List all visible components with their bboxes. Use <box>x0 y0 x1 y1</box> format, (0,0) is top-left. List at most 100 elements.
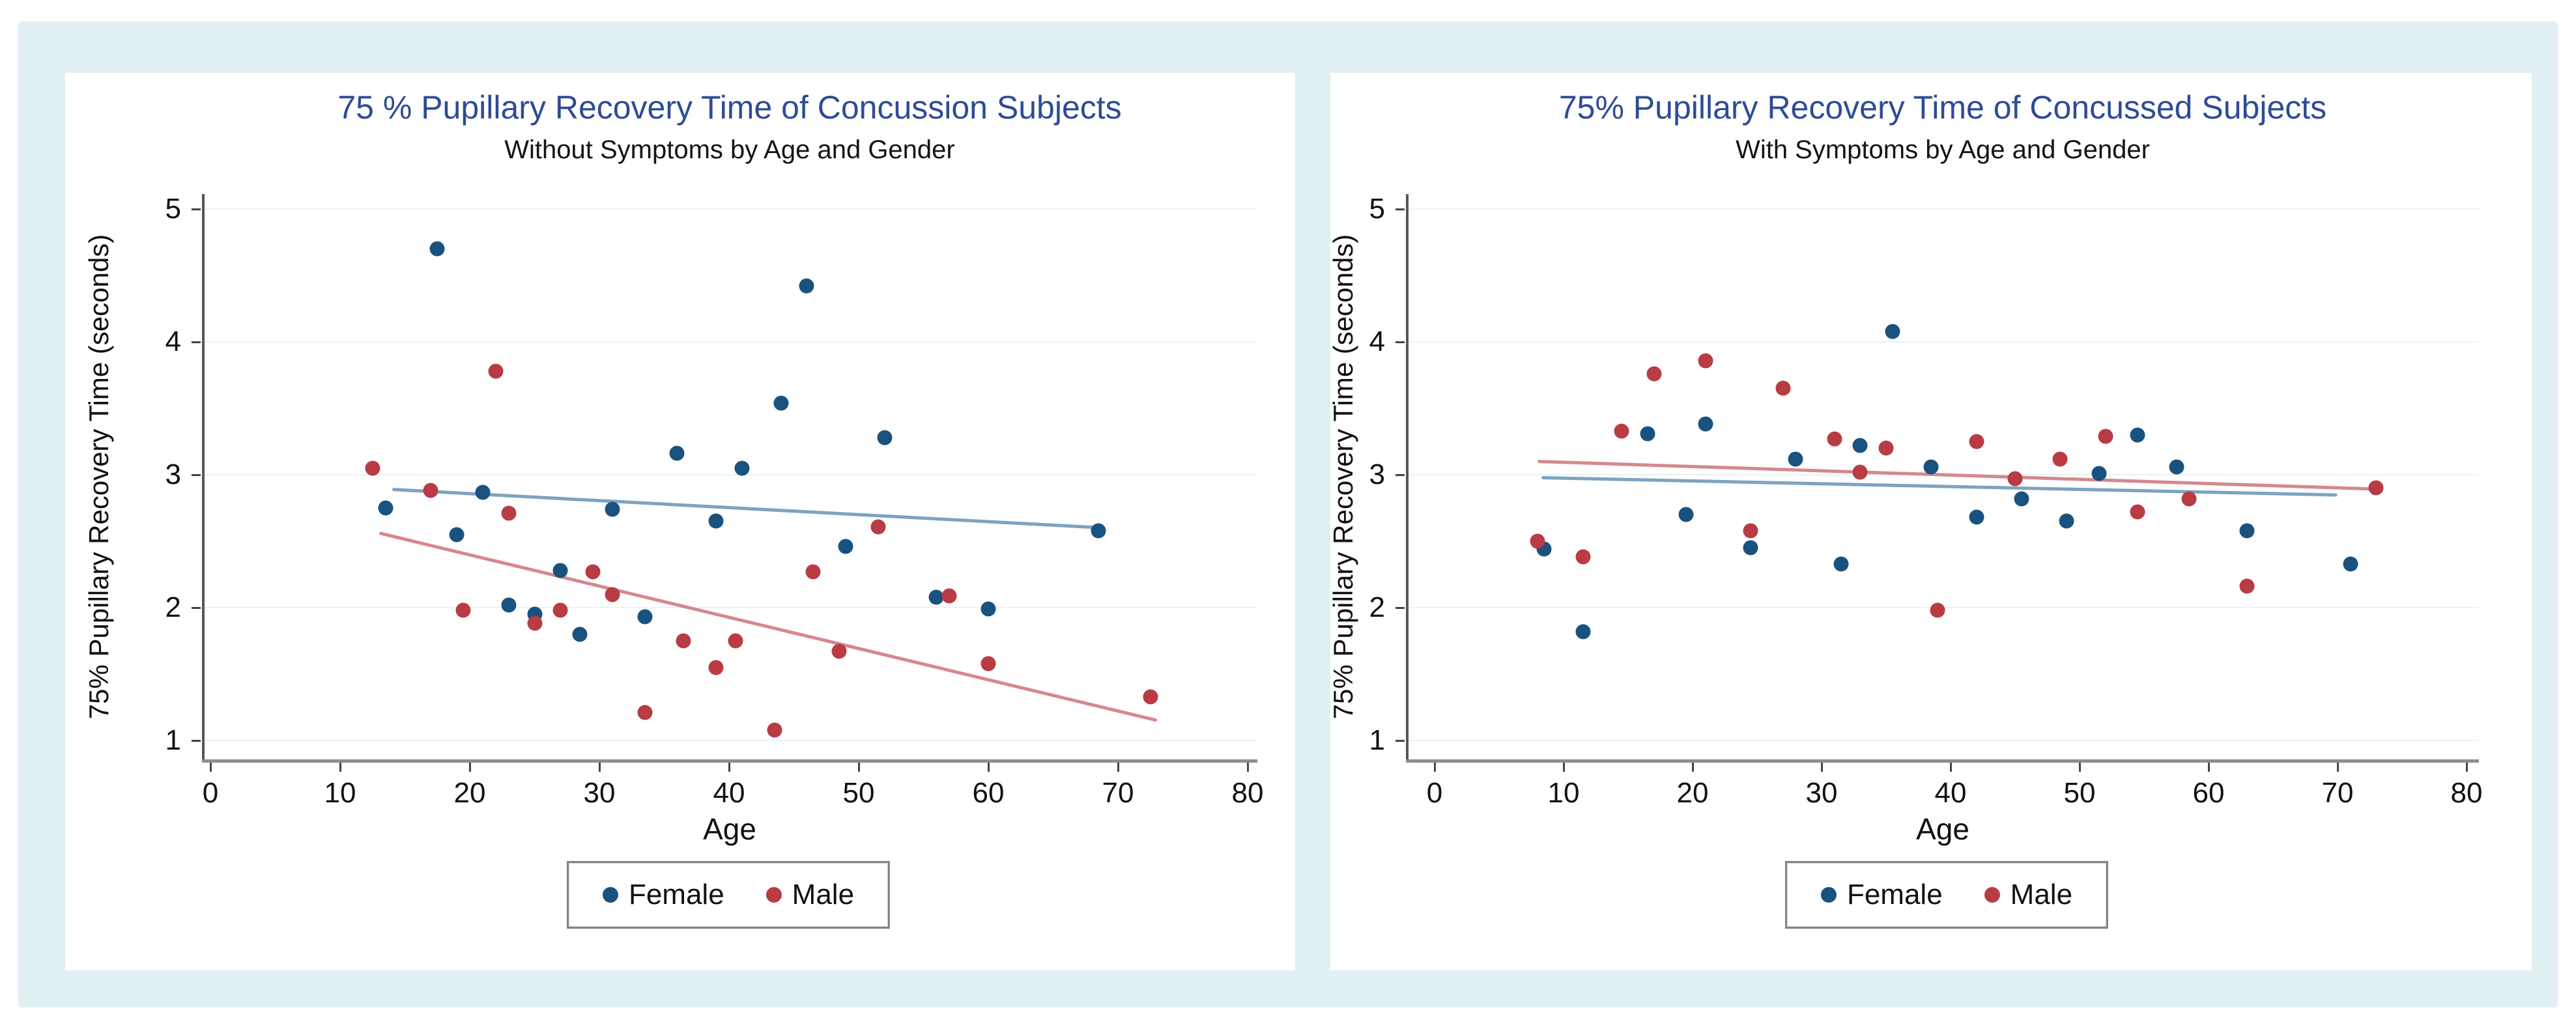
scatter-point-female <box>429 241 445 257</box>
x-tick-label: 40 <box>1934 777 1967 809</box>
y-tick-2 <box>192 606 201 609</box>
chart-subtitle-left: Without Symptoms by Age and Gender <box>504 135 955 164</box>
y-tick-label: 1 <box>1369 724 1385 756</box>
legend-item-female: Female <box>602 879 724 911</box>
y-axis-label-left: 75% Pupillary Recovery Time (seconds) <box>83 234 114 720</box>
x-tick-label: 70 <box>1102 777 1134 809</box>
y-tick-label: 3 <box>1369 458 1385 490</box>
scatter-point-female <box>2239 523 2255 539</box>
scatter-point-female <box>1091 523 1106 539</box>
x-tick-label: 0 <box>202 777 219 809</box>
scatter-point-female <box>1698 416 1713 432</box>
scatter-point-female <box>572 627 588 642</box>
scatter-point-female <box>637 609 653 625</box>
scatter-point-male <box>2007 471 2023 486</box>
legend-label-female: Female <box>1846 879 1943 910</box>
scatter-point-female <box>838 539 853 554</box>
scatter-point-female <box>2014 491 2029 507</box>
x-tick-label: 10 <box>1547 777 1580 809</box>
x-tick-label: 60 <box>2192 777 2225 809</box>
scatter-point-female <box>1852 438 1868 453</box>
legend-item-male: Male <box>766 879 854 911</box>
x-tick-0 <box>209 763 212 772</box>
scatter-point-male <box>527 615 542 631</box>
y-tick-5 <box>1395 208 1405 210</box>
x-tick-label: 40 <box>713 777 745 809</box>
x-tick-50 <box>857 763 860 772</box>
scatter-point-male <box>1852 464 1868 480</box>
plot-area-right: 1 2 3 4 5 0 10 20 30 40 50 60 70 80 <box>1369 193 2483 809</box>
y-tick-label: 5 <box>165 193 181 225</box>
scatter-point-male <box>1827 431 1842 447</box>
scatter-point-female <box>1640 426 1655 442</box>
y-tick-3 <box>192 473 201 476</box>
x-tick-40 <box>1949 763 1952 772</box>
y-tick-label: 1 <box>165 724 181 756</box>
y-axis-line <box>1406 194 1409 759</box>
scatter-point-female <box>1743 540 1758 556</box>
x-tick-label: 80 <box>2450 777 2483 809</box>
scatter-point-female <box>980 601 996 617</box>
y-tick-4 <box>192 341 201 343</box>
scatter-point-female <box>928 589 944 605</box>
y-tick-5 <box>192 208 201 210</box>
x-tick-label: 50 <box>2063 777 2096 809</box>
x-tick-0 <box>1433 763 1436 772</box>
chart-subtitle-right: With Symptoms by Age and Gender <box>1736 135 2150 164</box>
scatter-point-male <box>2181 491 2197 507</box>
y-tick-label: 4 <box>1369 326 1385 358</box>
x-tick-30 <box>1820 763 1823 772</box>
scatter-point-female <box>1885 324 1900 339</box>
y-tick-label: 2 <box>1369 591 1385 623</box>
scatter-point-male <box>1698 353 1713 369</box>
scatter-point-female <box>799 278 814 294</box>
chart-title-right: 75% Pupillary Recovery Time of Concussed… <box>1558 89 2327 126</box>
x-tick-label: 10 <box>324 777 356 809</box>
trend-line-male <box>379 531 1158 722</box>
legend-box-right: Female Male <box>1784 861 2109 929</box>
scatter-point-male <box>1530 533 1545 549</box>
x-axis-label-left: Age <box>703 812 756 846</box>
y-tick-1 <box>1395 739 1405 742</box>
scatter-point-male <box>1614 423 1629 439</box>
scatter-point-male <box>637 705 653 720</box>
legend-dot-female-icon <box>602 887 618 903</box>
scatter-point-female <box>1678 507 1694 522</box>
legend-dot-male-icon <box>766 887 782 903</box>
gridline-y-3 <box>202 474 1257 475</box>
scatter-point-male <box>941 588 957 604</box>
scatter-point-male <box>2130 504 2145 520</box>
legend-box-left: Female Male <box>566 861 891 929</box>
legend-item-male: Male <box>1984 879 2072 911</box>
x-tick-label: 30 <box>1805 777 1838 809</box>
gridline-y-5 <box>1406 208 2479 210</box>
y-tick-3 <box>1395 473 1405 476</box>
scatter-point-male <box>552 602 568 618</box>
scatter-point-male <box>1775 380 1791 396</box>
x-tick-10 <box>339 763 341 772</box>
gridline-y-5 <box>202 208 1257 210</box>
x-tick-label: 20 <box>453 777 486 809</box>
scatter-point-female <box>877 430 893 445</box>
scatter-point-male <box>455 602 471 618</box>
x-tick-label: 80 <box>1231 777 1264 809</box>
scatter-point-male <box>605 587 620 602</box>
x-tick-20 <box>1691 763 1694 772</box>
gridline-y-4 <box>202 341 1257 343</box>
scatter-point-male <box>2368 480 2384 496</box>
scatter-point-male <box>488 363 504 379</box>
y-tick-1 <box>192 739 201 742</box>
x-tick-label: 50 <box>842 777 875 809</box>
x-axis-label-right: Age <box>1916 812 1969 846</box>
scatter-point-male <box>1143 689 1158 705</box>
scatter-point-male <box>1969 434 1984 449</box>
x-tick-70 <box>1117 763 1119 772</box>
chart-panel-left <box>65 73 1295 970</box>
plot-area-left: 1 2 3 4 5 0 10 20 30 40 50 60 70 80 <box>165 193 1264 809</box>
y-tick-label: 4 <box>165 326 181 358</box>
x-tick-label: 30 <box>583 777 616 809</box>
scatter-point-male <box>767 722 782 738</box>
chart-panel-right <box>1330 73 2532 970</box>
scatter-point-male <box>708 660 724 675</box>
